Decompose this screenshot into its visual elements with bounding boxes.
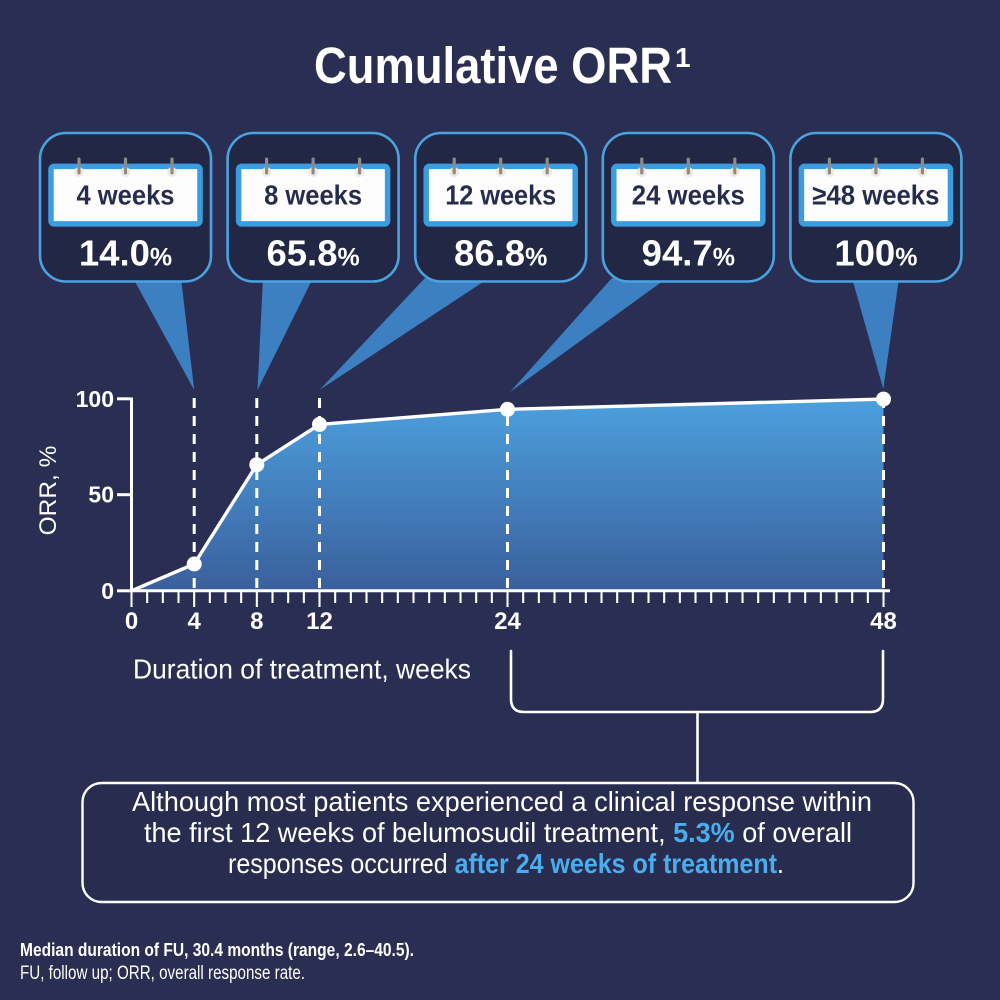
svg-text:24 weeks: 24 weeks	[632, 180, 745, 211]
svg-text:responses occurred after 24 we: responses occurred after 24 weeks of tre…	[228, 848, 784, 879]
svg-text:0: 0	[125, 608, 138, 635]
svg-text:Although most patients experie: Although most patients experienced a cli…	[132, 786, 872, 817]
svg-text:Cumulative ORR: Cumulative ORR	[314, 37, 672, 94]
svg-text:4: 4	[188, 608, 202, 635]
svg-text:24: 24	[494, 608, 521, 635]
svg-text:≥48 weeks: ≥48 weeks	[812, 180, 939, 211]
svg-text:12: 12	[306, 608, 333, 635]
svg-text:12 weeks: 12 weeks	[445, 180, 556, 211]
svg-text:8: 8	[250, 608, 263, 635]
svg-text:ORR, %: ORR, %	[35, 446, 62, 536]
svg-text:4 weeks: 4 weeks	[77, 180, 175, 211]
svg-text:the first 12 weeks of belumosu: the first 12 weeks of belumosudil treatm…	[144, 817, 852, 848]
svg-text:8 weeks: 8 weeks	[264, 180, 362, 211]
svg-text:50: 50	[88, 482, 114, 508]
svg-text:FU, follow up; ORR, overall re: FU, follow up; ORR, overall response rat…	[20, 963, 305, 984]
svg-text:0: 0	[101, 578, 114, 604]
svg-text:Median duration of FU, 30.4 mo: Median duration of FU, 30.4 months (rang…	[20, 939, 414, 960]
svg-text:1: 1	[675, 42, 691, 73]
svg-text:100: 100	[76, 386, 114, 412]
svg-text:48: 48	[870, 608, 897, 635]
svg-text:Duration of treatment, weeks: Duration of treatment, weeks	[133, 654, 471, 685]
